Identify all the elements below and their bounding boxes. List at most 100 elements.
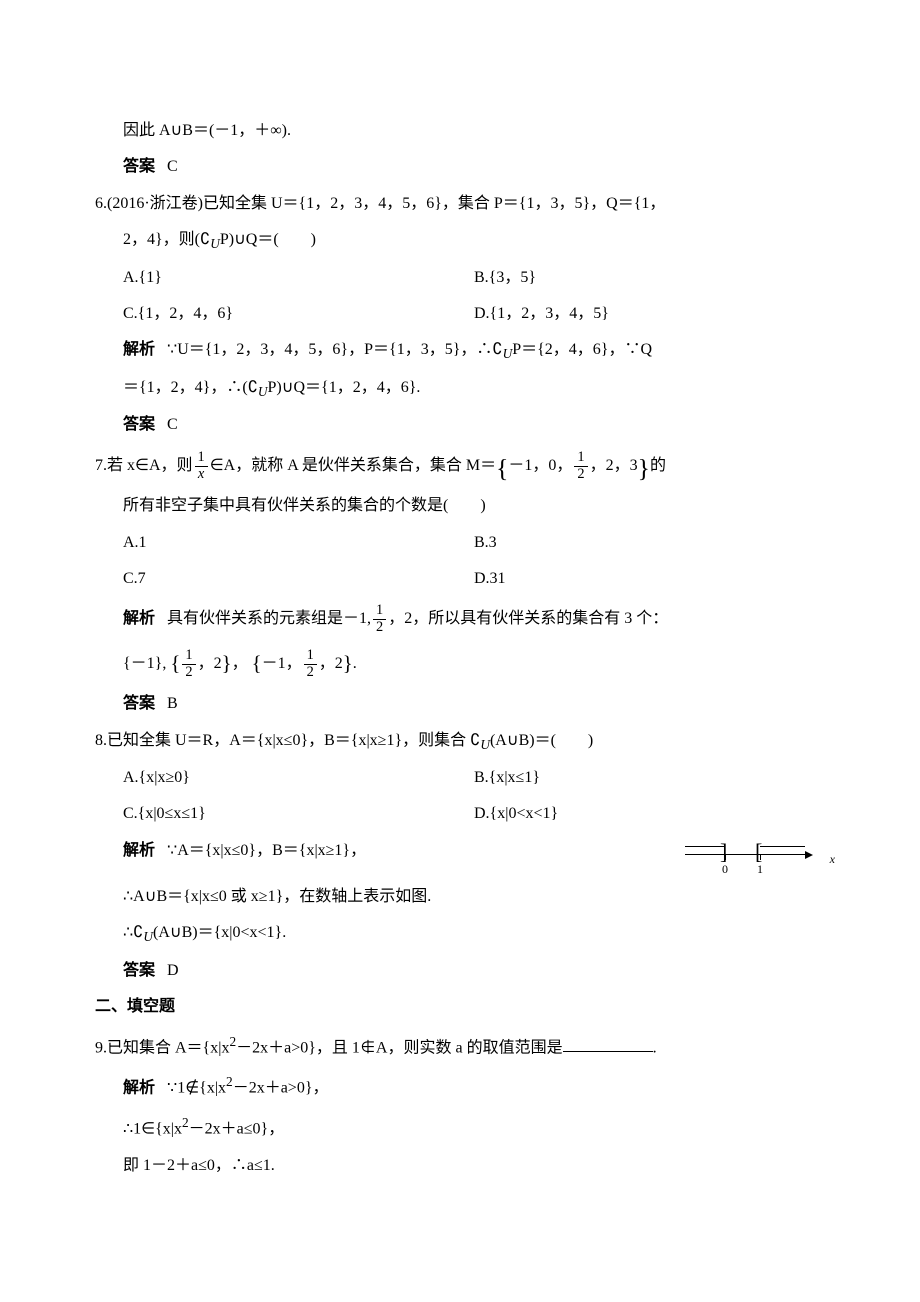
sup-2: 2 (182, 1115, 189, 1130)
q9-explain-row1: 解析 ∵1∉{x|x2－2x＋a>0}， (95, 1069, 825, 1104)
sub-u: U (503, 347, 513, 362)
fill-in-blank[interactable] (563, 1036, 653, 1052)
q9-number: 9. (95, 1039, 107, 1056)
q5-conclusion-text: 因此 A∪B＝(－1，＋∞). (123, 122, 291, 139)
q7-explain-2: ，2，所以具有伙伴关系的集合有 3 个： (388, 610, 668, 627)
q8-explain-1: ∵A＝{x|x≤0}，B＝{x|x≥1}， (167, 842, 366, 859)
rbrace-icon: } (638, 453, 650, 482)
explain-label: 解析 (123, 1080, 155, 1097)
q6-option-a: A.{1} (123, 263, 474, 293)
q8: 8.已知全集 U＝R，A＝{x|x≤0}，B＝{x|x≥1}，则集合 ∁U(A∪… (95, 726, 825, 758)
sup-2: 2 (226, 1074, 233, 1089)
q7-stem-d-row: 所有非空子集中具有伙伴关系的集合的个数是( ) (95, 491, 825, 521)
q7-set3b: ，2 (319, 655, 343, 672)
q6-stem-b2: P)∪Q＝( ) (220, 231, 316, 248)
q6-options-row2: C.{1，2，4，6} D.{1，2，3，4，5} (95, 299, 825, 329)
q7-option-c: C.7 (123, 564, 474, 594)
q8-explain-row3: ∴∁U(A∪B)＝{x|0<x<1}. (95, 918, 825, 950)
q6-stem-b: 2，4}，则(∁ (123, 231, 210, 248)
q7-option-a: A.1 (123, 528, 474, 558)
q8-explain-row2: ∴A∪B＝{x|x≤0 或 x≥1}，在数轴上表示如图. (95, 882, 825, 912)
q7: 7.若 x∈A，则1x∈A，就称 A 是伙伴关系集合，集合 M＝{－1，0，12… (95, 447, 825, 485)
q9-explain-1b: －2x＋a>0}， (233, 1080, 329, 1097)
rbrace-icon: } (222, 652, 232, 675)
frac-1-2: 12 (304, 648, 317, 681)
q7-stem-c: 的 (650, 457, 666, 474)
bracket-right-icon: ] (720, 831, 727, 873)
q6-explain-1: ∵U＝{1，2，3，4，5，6}，P＝{1，3，5}，∴∁ (167, 341, 503, 358)
bracket-left-icon: [ (755, 831, 762, 873)
period: . (353, 655, 357, 672)
q7-option-b: B.3 (474, 528, 825, 558)
q7-explain-sets: {－1}, {12，2}， {－1，12，2}. (95, 645, 825, 683)
q6-stem-b-row: 2，4}，则(∁UP)∪Q＝( ) (95, 225, 825, 257)
q8-option-a: A.{x|x≥0} (123, 763, 474, 793)
explain-label: 解析 (123, 341, 155, 358)
q9-explain-1a: ∵1∉{x|x (167, 1080, 226, 1097)
q9-stem-b: －2x＋a>0}，且 1∉A，则实数 a 的取值范围是 (236, 1039, 562, 1056)
q8-answer-row: 答案 D (95, 956, 825, 986)
sub-u: U (258, 384, 268, 399)
q7-stem-b: ∈A，就称 A 是伙伴关系集合，集合 M＝ (210, 457, 496, 474)
explain-label: 解析 (123, 842, 155, 859)
q7-options-row2: C.7 D.31 (95, 564, 825, 594)
frac-1-over-x: 1x (195, 450, 208, 483)
q6-explain-2: P＝{2，4，6}，∵Q (512, 341, 652, 358)
q9-stem-a: 已知集合 A＝{x|x (107, 1039, 229, 1056)
q7-sets-prefix: {－1}, (123, 655, 170, 672)
ray-right (760, 846, 805, 847)
q9-explain-2a: ∴1∈{x|x (123, 1120, 182, 1137)
q8-explain-2: ∴A∪B＝{x|x≤0 或 x≥1}，在数轴上表示如图. (123, 888, 431, 905)
q6-options-row1: A.{1} B.{3，5} (95, 263, 825, 293)
q7-set3a: －1， (262, 655, 302, 672)
q7-option-d: D.31 (474, 564, 825, 594)
q8-answer: D (167, 962, 179, 979)
q7-set-items: －1，0， (508, 457, 572, 474)
q6-option-b: B.{3，5} (474, 263, 825, 293)
q8-explain-3: ∴∁ (123, 924, 143, 941)
q8-option-d: D.{x|0<x<1} (474, 799, 825, 829)
q7-stem-a: 若 x∈A，则 (107, 457, 193, 474)
q7-options-row1: A.1 B.3 (95, 528, 825, 558)
q7-set-items2: ，2，3 (590, 457, 638, 474)
q8-explain-4: (A∪B)＝{x|0<x<1}. (153, 924, 286, 941)
q8-options-row1: A.{x|x≥0} B.{x|x≤1} (95, 763, 825, 793)
q7-set2b: ，2 (198, 655, 222, 672)
q8-option-b: B.{x|x≤1} (474, 763, 825, 793)
rbrace-icon: } (343, 652, 353, 675)
period: . (653, 1039, 657, 1056)
q7-number: 7. (95, 457, 107, 474)
q6-stem-a: (2016·浙江卷)已知全集 U＝{1，2，3，4，5，6}，集合 P＝{1，3… (107, 195, 665, 212)
comma: ， (232, 655, 248, 672)
q9-explain-3: 即 1－2＋a≤0，∴a≤1. (123, 1157, 275, 1174)
lbrace-icon: { (496, 453, 508, 482)
answer-label: 答案 (123, 416, 155, 433)
answer-label: 答案 (123, 962, 155, 979)
number-line-axis (685, 854, 805, 855)
q9: 9.已知集合 A＝{x|x2－2x＋a>0}，且 1∉A，则实数 a 的取值范围… (95, 1029, 825, 1064)
q6-explain-row2: ＝{1，2，4}，∴(∁UP)∪Q＝{1，2，4，6}. (95, 373, 825, 405)
q7-explain-1: 具有伙伴关系的元素组是－1, (167, 610, 371, 627)
q8-number: 8. (95, 732, 107, 749)
q6-number: 6. (95, 195, 107, 212)
answer-label: 答案 (123, 695, 155, 712)
q8-stem: 已知全集 U＝R，A＝{x|x≤0}，B＝{x|x≥1}，则集合 ∁ (107, 732, 480, 749)
number-line-diagram: 0 1 x ] [ (685, 836, 825, 876)
q9-explain-row2: ∴1∈{x|x2－2x＋a≤0}， (95, 1110, 825, 1145)
section-2-heading: 二、填空题 (95, 992, 825, 1022)
q5-answer: C (167, 158, 178, 175)
explain-label: 解析 (123, 610, 155, 627)
q7-stem-d: 所有非空子集中具有伙伴关系的集合的个数是( ) (123, 497, 486, 514)
q8-stem2: (A∪B)＝( ) (490, 732, 593, 749)
q6-option-d: D.{1，2，3，4，5} (474, 299, 825, 329)
q7-answer: B (167, 695, 178, 712)
q8-option-c: C.{x|0≤x≤1} (123, 799, 474, 829)
sub-u: U (210, 236, 220, 251)
q5-conclusion: 因此 A∪B＝(－1，＋∞). (95, 116, 825, 146)
sub-u: U (480, 737, 490, 752)
q6-explain-row1: 解析 ∵U＝{1，2，3，4，5，6}，P＝{1，3，5}，∴∁UP＝{2，4，… (95, 335, 825, 367)
q8-options-row2: C.{x|0≤x≤1} D.{x|0<x<1} (95, 799, 825, 829)
q8-explain-row1: 0 1 x ] [ 解析 ∵A＝{x|x≤0}，B＝{x|x≥1}， (95, 836, 825, 876)
frac-1-2: 12 (182, 648, 195, 681)
q6-option-c: C.{1，2，4，6} (123, 299, 474, 329)
